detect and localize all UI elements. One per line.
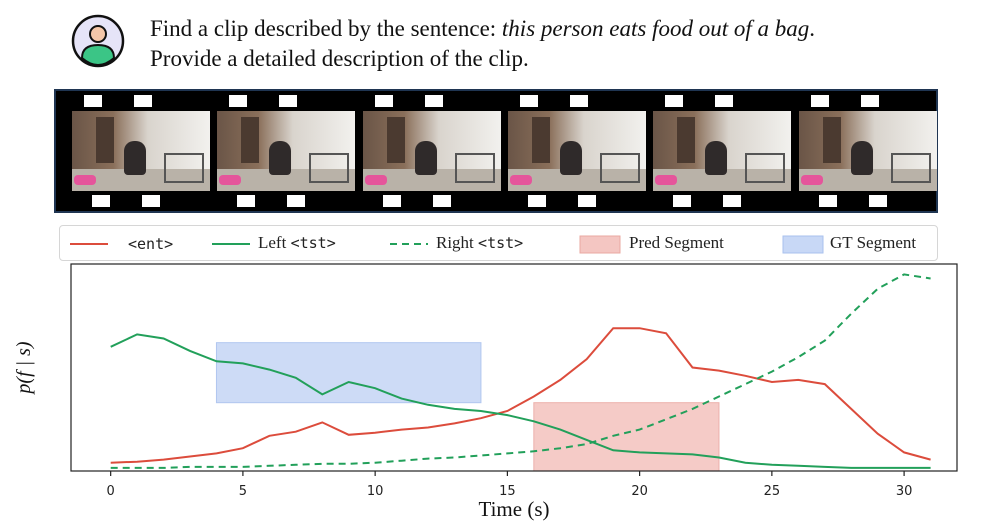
x-tick-label: 30 xyxy=(896,484,913,499)
legend-right-label: Right <tst> xyxy=(436,233,523,253)
legend-right-prefix: Right xyxy=(436,233,479,252)
chart-legend: <ent> Left <tst> Right <tst> Pred Segmen… xyxy=(59,225,938,261)
frame-object xyxy=(800,175,823,185)
filmstrip-hole xyxy=(134,95,152,107)
filmstrip-hole xyxy=(237,195,256,207)
frame-cage xyxy=(164,153,204,183)
frame-object xyxy=(509,175,532,185)
frame-cage xyxy=(599,153,640,183)
filmstrip-hole xyxy=(92,195,110,207)
series-line-left-tst xyxy=(110,333,931,469)
filmstrip-hole xyxy=(382,195,401,207)
frame-cage xyxy=(309,153,350,183)
filmstrip-hole xyxy=(519,95,538,107)
avatar-head xyxy=(89,25,107,43)
legend-left-prefix: Left xyxy=(258,233,291,252)
plot-frame xyxy=(70,263,958,472)
legend-swatches xyxy=(70,235,824,254)
video-frame xyxy=(798,111,937,191)
video-filmstrip xyxy=(54,89,938,213)
frame-shelf xyxy=(531,117,550,163)
frame-person xyxy=(124,141,146,175)
user-avatar-icon xyxy=(71,14,125,68)
video-frame xyxy=(72,111,210,191)
legend-gt-swatch xyxy=(782,235,824,254)
frame-shelf xyxy=(241,117,260,163)
filmstrip-hole xyxy=(868,195,887,207)
frame-cage xyxy=(454,153,495,183)
frame-cage xyxy=(890,153,931,183)
gt-segment xyxy=(215,342,482,404)
legend-pred-label: Pred Segment xyxy=(629,233,724,252)
filmstrip-hole xyxy=(723,195,742,207)
filmstrip-hole xyxy=(527,195,546,207)
frame-object xyxy=(655,175,678,185)
x-tick-label: 5 xyxy=(239,484,247,499)
x-tick-label: 25 xyxy=(764,484,781,499)
x-tick-label: 10 xyxy=(367,484,384,499)
frame-floor xyxy=(217,169,356,191)
frame-floor xyxy=(653,169,792,191)
frame-floor xyxy=(798,169,937,191)
filmstrip-hole xyxy=(279,95,298,107)
video-frame xyxy=(653,111,792,191)
legend-pred-swatch xyxy=(579,235,621,254)
frame-floor xyxy=(72,169,210,191)
frame-person xyxy=(559,141,582,175)
legend-gt-label: GT Segment xyxy=(830,233,917,252)
filmstrip-hole xyxy=(229,95,248,107)
frame-person xyxy=(269,141,292,175)
x-tick-label: 15 xyxy=(499,484,516,499)
frame-object xyxy=(219,175,242,185)
filmstrip-hole xyxy=(287,195,306,207)
pred-segment xyxy=(533,402,720,472)
frame-shelf xyxy=(822,117,841,163)
frame-cage xyxy=(745,153,786,183)
prompt-sentence: this person eats food out of a bag xyxy=(501,16,810,41)
y-axis-label: p(f | s) xyxy=(13,341,35,395)
x-axis-label: Time (s) xyxy=(479,497,550,521)
series-line-right-tst xyxy=(110,273,931,469)
filmstrip-hole xyxy=(577,195,596,207)
filmstrip-hole xyxy=(673,195,692,207)
filmstrip-hole xyxy=(424,95,443,107)
legend-right-tag: <tst> xyxy=(478,234,524,252)
legend-left-label: Left <tst> xyxy=(258,233,336,253)
video-frame xyxy=(507,111,646,191)
frame-person xyxy=(850,141,873,175)
prompt-line-1: Find a clip described by the sentence: t… xyxy=(150,14,980,44)
filmstrip-hole xyxy=(142,195,160,207)
prompt-prefix: Find a clip described by the sentence: xyxy=(150,16,502,41)
frame-shelf xyxy=(96,117,114,163)
filmstrip-hole xyxy=(818,195,837,207)
x-tick-label: 0 xyxy=(107,484,115,499)
frame-object xyxy=(74,175,96,185)
frame-object xyxy=(364,175,387,185)
legend-left-tag: <tst> xyxy=(290,234,336,252)
query-prompt: Find a clip described by the sentence: t… xyxy=(150,14,980,74)
video-frame xyxy=(362,111,501,191)
filmstrip-hole xyxy=(374,95,393,107)
filmstrip-hole xyxy=(810,95,829,107)
filmstrip-hole xyxy=(84,95,102,107)
probability-chart: 0 5 10 15 20 25 30 Time (s) p(f | s) xyxy=(13,263,958,521)
filmstrip-hole xyxy=(860,95,879,107)
avatar-body xyxy=(80,43,116,67)
filmstrip-hole xyxy=(715,95,734,107)
filmstrip-hole xyxy=(432,195,451,207)
frame-person xyxy=(414,141,437,175)
filmstrip-hole xyxy=(665,95,684,107)
frame-person xyxy=(705,141,728,175)
filmstrip-hole xyxy=(569,95,588,107)
frame-floor xyxy=(507,169,646,191)
prompt-line-2: Provide a detailed description of the cl… xyxy=(150,46,529,71)
x-tick-label: 20 xyxy=(631,484,648,499)
video-frame xyxy=(217,111,356,191)
legend-ent-label: <ent> xyxy=(128,235,174,253)
series-line-ent xyxy=(110,327,931,464)
frame-shelf xyxy=(677,117,696,163)
frame-shelf xyxy=(386,117,405,163)
prompt-suffix: . xyxy=(809,16,815,41)
frame-floor xyxy=(362,169,501,191)
